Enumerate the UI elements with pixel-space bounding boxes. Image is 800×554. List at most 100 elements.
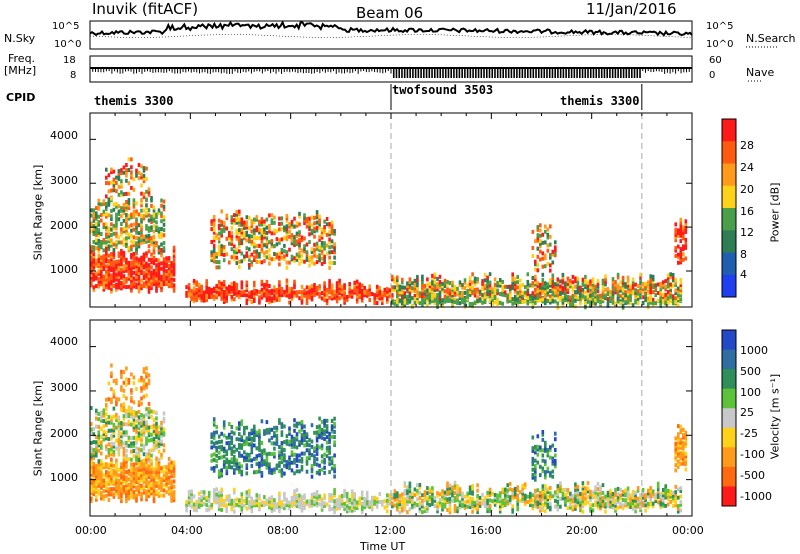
heatmap-cell [162, 475, 166, 480]
heatmap-cell [310, 453, 314, 457]
heatmap-cell [554, 293, 557, 298]
heatmap-cell [666, 292, 670, 297]
heatmap-cell [222, 425, 226, 430]
heatmap-cell [677, 231, 680, 236]
heatmap-cell [233, 457, 236, 462]
heatmap-cell [496, 281, 499, 285]
heatmap-cell [325, 424, 329, 429]
heatmap-cell [155, 225, 158, 230]
heatmap-cell [496, 291, 499, 296]
heatmap-cell [684, 256, 688, 261]
heatmap-cell [222, 501, 226, 506]
heatmap-cell [253, 443, 256, 448]
heatmap-cell [97, 249, 101, 254]
heatmap-cell [90, 270, 93, 275]
heatmap-cell [147, 244, 151, 249]
heatmap-cell [536, 283, 540, 288]
heatmap-cell [172, 288, 176, 293]
heatmap-cell [323, 243, 326, 248]
heatmap-cell [132, 490, 136, 494]
heatmap-cell [295, 432, 299, 437]
heatmap-cell [345, 504, 349, 509]
heatmap-cell [248, 442, 251, 447]
heatmap-cell [132, 270, 136, 275]
heatmap-cell [488, 288, 492, 293]
heatmap-cell [629, 287, 632, 292]
heatmap-cell [117, 415, 121, 420]
heatmap-cell [481, 287, 484, 292]
heatmap-cell [115, 287, 118, 292]
heatmap-cell [541, 232, 545, 237]
heatmap-cell [468, 505, 472, 509]
heatmap-cell [305, 298, 309, 303]
heatmap-cell [506, 284, 509, 289]
heatmap-cell [546, 290, 550, 295]
heatmap-cell [238, 437, 241, 442]
heatmap-cell [127, 477, 131, 482]
heatmap-cell [150, 432, 153, 437]
heatmap-cell [222, 422, 226, 427]
heatmap-cell [130, 492, 133, 497]
heatmap-cell [217, 285, 221, 290]
heatmap-cell [611, 277, 615, 282]
heatmap-cell [285, 460, 289, 464]
heatmap-cell [248, 458, 251, 463]
heatmap-cell [155, 421, 158, 426]
heatmap-cell [448, 491, 452, 496]
heatmap-cell [140, 388, 143, 393]
heatmap-cell [288, 431, 291, 436]
heatmap-cell [167, 491, 171, 496]
heatmap-cell [646, 302, 650, 307]
heatmap-cell [150, 278, 153, 283]
heatmap-cell [137, 176, 141, 181]
heatmap-cell [393, 288, 397, 293]
heatmap-cell [140, 191, 143, 196]
heatmap-cell [258, 469, 261, 474]
heatmap-cell [90, 213, 93, 218]
heatmap-cell [102, 489, 106, 494]
heatmap-cell [323, 227, 326, 232]
heatmap-cell [539, 244, 542, 249]
heatmap-cell [421, 282, 424, 287]
heatmap-cell [365, 490, 369, 495]
heatmap-cell [263, 495, 266, 500]
heatmap-cell [172, 492, 176, 497]
heatmap-cell [375, 502, 379, 506]
heatmap-cell [498, 280, 502, 285]
heatmap-cell [253, 228, 256, 233]
heatmap-cell [360, 490, 364, 495]
heatmap-cell [115, 282, 118, 287]
heatmap-cell [278, 491, 281, 496]
heatmap-cell [145, 211, 148, 216]
heatmap-cell [438, 285, 442, 290]
heatmap-cell [619, 301, 622, 306]
heatmap-cell [172, 269, 176, 274]
heatmap-cell [458, 500, 462, 505]
heatmap-cell [122, 279, 126, 284]
heatmap-cell [300, 295, 304, 300]
heatmap-cell [140, 183, 143, 188]
heatmap-cell [120, 190, 123, 195]
heatmap-cell [549, 268, 552, 273]
heatmap-cell [534, 267, 537, 272]
heatmap-cell [145, 481, 148, 486]
heatmap-cell [446, 508, 449, 512]
heatmap-cell [240, 443, 244, 448]
heatmap-cell [145, 407, 148, 412]
heatmap-cell [483, 273, 487, 277]
heatmap-cell [626, 283, 630, 288]
heatmap-cell [436, 491, 439, 496]
heatmap-cell [273, 467, 276, 472]
heatmap-cell [222, 284, 226, 289]
heatmap-cell [230, 425, 234, 429]
heatmap-cell [265, 457, 269, 462]
heatmap-cell [290, 291, 294, 296]
heatmap-cell [300, 235, 304, 240]
heatmap-cell [526, 292, 530, 297]
heatmap-cell [626, 286, 630, 291]
heatmap-cell [147, 433, 151, 438]
heatmap-cell [225, 294, 228, 298]
heatmap-cell [127, 419, 131, 424]
heatmap-cell [235, 463, 239, 468]
heatmap-cell [230, 215, 234, 220]
